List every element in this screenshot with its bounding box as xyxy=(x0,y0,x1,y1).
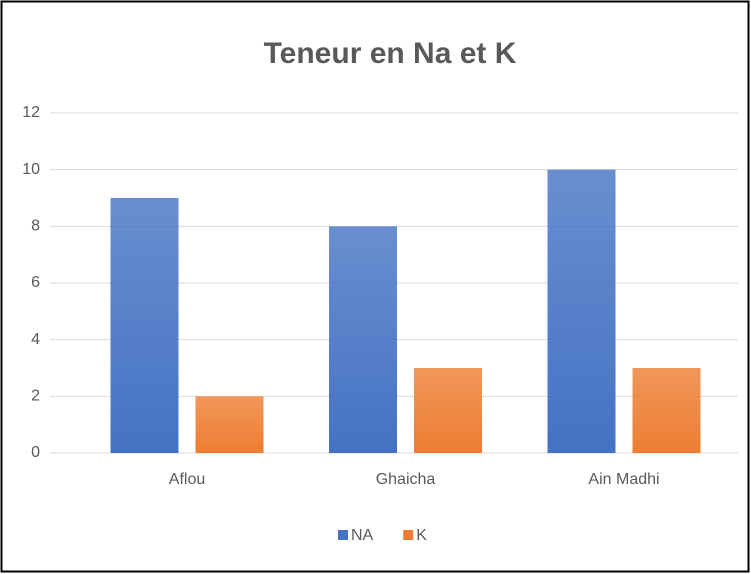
y-tick-label: 10 xyxy=(22,161,40,178)
bar xyxy=(110,198,179,453)
chart-title: Teneur en Na et K xyxy=(264,37,517,70)
x-tick-label: Ain Madhi xyxy=(588,471,659,488)
x-tick-label: Aflou xyxy=(169,471,205,488)
y-tick-label: 4 xyxy=(31,331,40,348)
y-tick-label: 8 xyxy=(31,218,40,235)
y-tick-label: 12 xyxy=(22,104,40,121)
legend-swatch xyxy=(403,530,414,540)
bar xyxy=(632,368,701,453)
y-tick-label: 6 xyxy=(31,274,40,291)
bar xyxy=(329,226,397,453)
legend-swatch xyxy=(338,530,348,540)
bar xyxy=(547,169,616,453)
bar xyxy=(414,368,482,453)
y-tick-label: 0 xyxy=(31,444,40,461)
legend-label: K xyxy=(416,527,427,544)
x-tick-label: Ghaicha xyxy=(376,471,436,488)
y-tick-label: 2 xyxy=(31,388,40,405)
bar xyxy=(195,396,264,453)
legend-label: NA xyxy=(351,527,374,544)
